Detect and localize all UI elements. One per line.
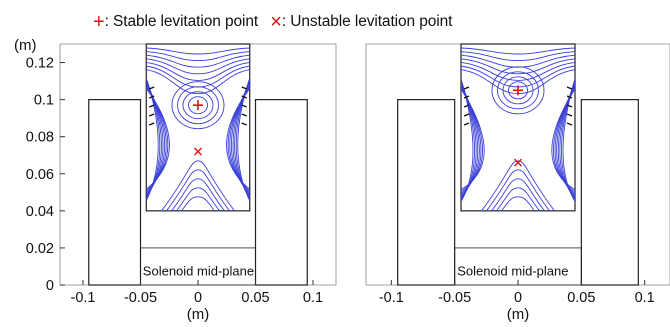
stable-point-marker [193, 100, 203, 111]
flux-arrow-right [241, 95, 248, 99]
flux-arrow-left [463, 86, 470, 90]
flux-arrow-left [148, 86, 155, 90]
legend-stable: +: Stable levitation point [93, 11, 259, 33]
y-tick-label: 0.1 [34, 93, 54, 109]
flux-arrow-left [148, 122, 155, 126]
unstable-point-marker [194, 147, 202, 156]
flux-arrow-right [241, 113, 248, 117]
y-axis-label: (m) [14, 37, 37, 54]
annotation-solenoid-midplane: Solenoid mid-plane [457, 264, 568, 279]
y-tick-label: 0.12 [26, 56, 54, 72]
unstable-point-symbol: × [270, 11, 282, 33]
x-tick-label: -0.05 [124, 290, 157, 306]
stable-point-marker [513, 85, 523, 96]
x-tick-label: 0.1 [303, 290, 323, 306]
y-tick-label: 0 [46, 278, 54, 294]
panel-right: Solenoid mid-plane -0.1 -0.05 0 0.05 0.1 (m) [365, 43, 670, 323]
x-tick-label: -0.1 [71, 290, 96, 306]
flux-arrow-left [463, 113, 470, 117]
panel-left: Solenoid mid-plane -0.1 -0.05 0 0.05 0.1 0 0.02… [14, 37, 337, 323]
x-axis-label: (m) [187, 306, 210, 323]
flux-arrow-right [566, 86, 573, 90]
flux-arrow-left [463, 104, 470, 108]
coil-right [254, 99, 308, 286]
flux-arrow-right [241, 122, 248, 126]
x-tick-label: -0.1 [379, 290, 404, 306]
y-tick-label: 0.08 [26, 130, 54, 146]
flux-arrow-left [463, 122, 470, 126]
field-lines [461, 47, 575, 211]
flux-arrow-left [148, 104, 155, 108]
x-tick-label: -0.05 [438, 290, 471, 306]
coil-left [397, 99, 456, 286]
unstable-label: : Unstable levitation point [281, 13, 453, 30]
stable-label: : Stable levitation point [104, 13, 259, 30]
coil-right [580, 99, 639, 286]
flux-arrow-left [148, 95, 155, 99]
stable-point-symbol: + [93, 11, 105, 33]
legend: +: Stable levitation point ×: Unstable l… [93, 11, 460, 34]
flux-arrow-right [566, 122, 573, 126]
flux-arrow-left [148, 113, 155, 117]
unstable-point-marker [514, 158, 522, 167]
y-tick-label: 0.02 [26, 241, 54, 257]
y-tick-label: 0.06 [26, 167, 54, 183]
coil-left [88, 99, 142, 286]
y-tick-label: 0.04 [26, 204, 54, 220]
flux-arrow-left [463, 95, 470, 99]
x-tick-label: 0 [194, 290, 202, 306]
flux-arrow-right [566, 113, 573, 117]
flux-arrow-right [241, 104, 248, 108]
flux-arrow-right [566, 95, 573, 99]
x-tick-label: 0.05 [567, 290, 595, 306]
legend-unstable: ×: Unstable levitation point [270, 11, 453, 33]
x-tick-label: 0.1 [635, 290, 655, 306]
x-axis-label: (m) [507, 306, 530, 323]
x-tick-label: 0 [514, 290, 522, 306]
x-tick-label: 0.05 [241, 290, 269, 306]
flux-arrow-right [241, 86, 248, 90]
flux-arrow-right [566, 104, 573, 108]
annotation-solenoid-midplane: Solenoid mid-plane [143, 264, 254, 279]
